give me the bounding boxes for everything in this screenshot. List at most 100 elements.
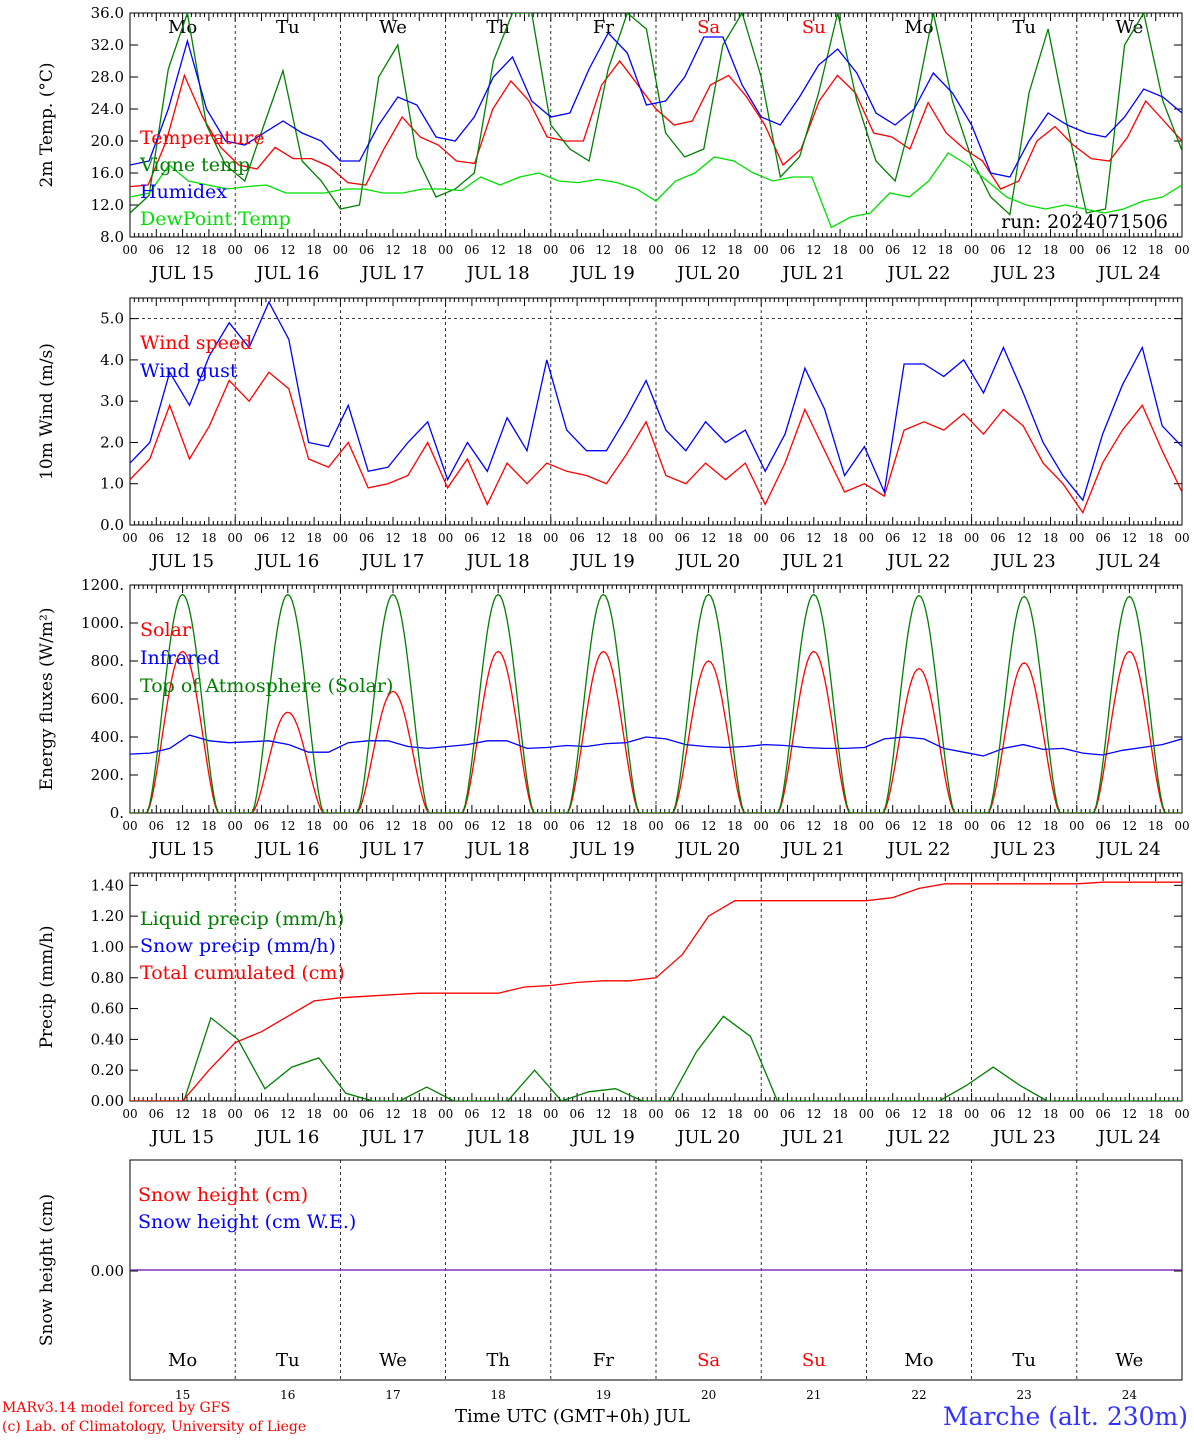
hour-tick-label: 00 <box>333 1107 348 1121</box>
legend-entry: Solar <box>140 619 192 641</box>
hour-tick-label: 12 <box>806 243 821 257</box>
legend-entry: Infrared <box>140 647 220 669</box>
series-line-wind-speed <box>130 371 1182 514</box>
date-label: JUL 23 <box>991 551 1056 572</box>
day-of-week-label: We <box>1116 1350 1144 1371</box>
hour-tick-label: 12 <box>491 243 506 257</box>
hour-tick-label: 12 <box>1017 243 1032 257</box>
hour-tick-label: 06 <box>464 243 479 257</box>
day-of-week-label: Mo <box>168 1350 197 1371</box>
day-of-week-label: Sa <box>697 1350 720 1371</box>
day-of-week-label: Su <box>802 1350 826 1371</box>
hour-tick-label: 18 <box>622 531 637 545</box>
hour-tick-label: 18 <box>517 531 532 545</box>
panel-2: 0.0 1.0 2.0 3.0 4.0 5.0 10m Wind (m/s) 00 06 12 18… <box>37 297 1190 572</box>
y-tick-label: 8.0 <box>100 228 124 246</box>
day-of-week-label: Tu <box>276 1350 300 1371</box>
hour-tick-label: 18 <box>1043 1107 1058 1121</box>
series-line-total-cumulated-cm- <box>130 881 1182 1101</box>
hour-tick-label: 00 <box>543 1107 558 1121</box>
series-line-infrared <box>130 734 1182 757</box>
hour-tick-label: 12 <box>806 1107 821 1121</box>
hour-tick-label: 18 <box>201 531 216 545</box>
hour-tick-label: 06 <box>254 243 269 257</box>
hour-tick-label: 18 <box>727 1107 742 1121</box>
hour-tick-label: 00 <box>228 531 243 545</box>
date-label: JUL 17 <box>360 839 425 860</box>
hour-tick-label: 18 <box>727 243 742 257</box>
series-line-vigne-temp <box>130 13 1182 216</box>
hour-tick-label: 00 <box>754 243 769 257</box>
hour-tick-label: 00 <box>228 819 243 833</box>
hour-tick-label: 06 <box>990 531 1005 545</box>
hour-tick-label: 12 <box>280 1107 295 1121</box>
y-tick-label: 800. <box>91 652 124 670</box>
hour-tick-label: 12 <box>596 1107 611 1121</box>
date-label: JUL 24 <box>1096 263 1161 284</box>
hour-tick-label: 06 <box>675 243 690 257</box>
hour-tick-label: 12 <box>1017 819 1032 833</box>
hour-tick-label: 12 <box>806 531 821 545</box>
y-tick-label: 0.0 <box>100 516 124 534</box>
hour-tick-label: 06 <box>569 1107 584 1121</box>
hour-tick-label: 00 <box>122 531 137 545</box>
day-number-label: 21 <box>806 1388 821 1402</box>
date-label: JUL 18 <box>465 263 530 284</box>
date-label: JUL 16 <box>254 551 319 572</box>
hour-tick-label: 06 <box>1095 243 1110 257</box>
hour-tick-label: 00 <box>754 819 769 833</box>
hour-tick-label: 18 <box>832 531 847 545</box>
legend-entry: Total cumulated (cm) <box>140 962 345 984</box>
legend-entry: Wind speed <box>140 332 252 354</box>
hour-tick-label: 06 <box>885 243 900 257</box>
date-label: JUL 20 <box>675 551 740 572</box>
y-tick-label: 5.0 <box>100 310 124 328</box>
y-tick-label: 0.40 <box>91 1030 124 1048</box>
run-annotation: run: 2024071506 <box>1001 211 1168 233</box>
hour-tick-label: 18 <box>1148 243 1163 257</box>
day-of-week-label: We <box>379 1350 407 1371</box>
day-of-week-label: Sa <box>697 17 720 38</box>
series-group <box>130 593 1182 813</box>
hour-tick-label: 12 <box>1017 531 1032 545</box>
hour-tick-label: 12 <box>806 819 821 833</box>
hour-tick-label: 06 <box>1095 1107 1110 1121</box>
y-tick-label: 0.00 <box>91 1262 124 1280</box>
date-label: JUL 19 <box>570 839 635 860</box>
day-number-label: 20 <box>701 1388 716 1402</box>
hour-tick-label: 06 <box>569 531 584 545</box>
legend-entry: Top of Atmosphere (Solar) <box>140 675 393 697</box>
hour-tick-label: 06 <box>359 531 374 545</box>
hour-tick-label: 00 <box>648 531 663 545</box>
hour-tick-label: 12 <box>175 531 190 545</box>
date-label: JUL 20 <box>675 1127 740 1148</box>
y-axis-title: 2m Temp. (°C) <box>37 62 57 187</box>
hour-tick-label: 12 <box>385 1107 400 1121</box>
y-tick-label: 12.0 <box>91 196 124 214</box>
y-tick-label: 3.0 <box>100 392 124 410</box>
hour-tick-label: 12 <box>175 819 190 833</box>
hour-tick-label: 12 <box>280 819 295 833</box>
y-tick-label: 1200. <box>81 576 124 594</box>
hour-tick-label: 06 <box>149 531 164 545</box>
date-label: JUL 17 <box>360 551 425 572</box>
series-line-liquid-precip-mm-h- <box>130 1015 1182 1101</box>
hour-tick-label: 12 <box>1017 1107 1032 1121</box>
hour-tick-label: 06 <box>569 243 584 257</box>
date-label: JUL 21 <box>780 1127 845 1148</box>
day-of-week-label: We <box>379 17 407 38</box>
hour-tick-label: 06 <box>254 819 269 833</box>
hour-tick-label: 06 <box>780 243 795 257</box>
series-group <box>130 13 1182 229</box>
date-label: JUL 19 <box>570 1127 635 1148</box>
y-tick-label: 20.0 <box>91 132 124 150</box>
hour-tick-label: 12 <box>701 531 716 545</box>
y-tick-label: 1.00 <box>91 938 124 956</box>
hour-tick-label: 06 <box>885 531 900 545</box>
hour-tick-label: 00 <box>859 819 874 833</box>
date-label: JUL 19 <box>570 263 635 284</box>
day-of-week-label: Mo <box>904 1350 933 1371</box>
hour-tick-label: 00 <box>648 819 663 833</box>
panel-4: 0.00 0.20 0.40 0.60 0.80 1.00 1.20 1.40 Precip (… <box>37 872 1190 1148</box>
hour-tick-label: 18 <box>832 819 847 833</box>
